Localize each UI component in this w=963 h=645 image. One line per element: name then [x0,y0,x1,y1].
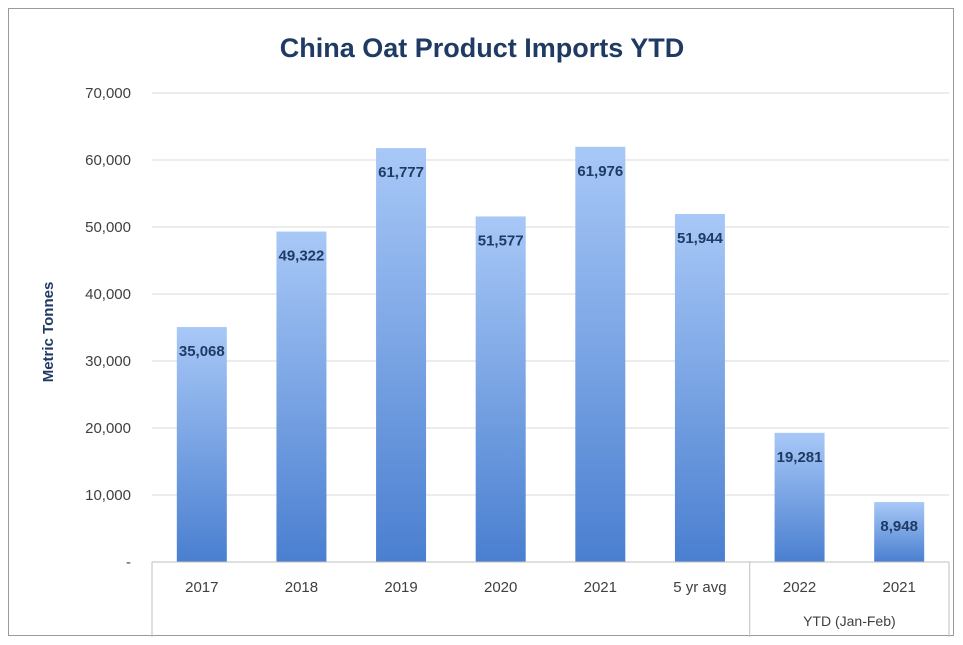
x-axis [151,561,950,637]
chart-title: China Oat Product Imports YTD [280,33,685,63]
chart-svg: China Oat Product Imports YTD Metric Ton… [40,33,950,637]
y-axis-label: Metric Tonnes [40,282,57,383]
y-tick-label: 30,000 [85,353,131,370]
y-tick-label: 50,000 [85,219,131,236]
data-labels: 35,068 49,322 61,777 51,577 61,976 51,944 19,2… [179,163,918,535]
bars [176,146,925,563]
x-tick-label: 2019 [384,579,417,596]
data-label: 19,281 [777,449,823,466]
bar [575,146,626,562]
x-tick-label: 5 yr avg [673,579,726,596]
bar [276,231,327,562]
data-label: 35,068 [179,343,225,360]
x-tick-labels: 2017 2018 2019 2020 2021 5 yr avg 2022 2021 [185,579,916,596]
bar [774,432,825,562]
y-tick-label: 70,000 [85,85,131,102]
data-label: 51,944 [677,230,724,247]
bar [376,148,427,562]
x-tick-label: 2021 [883,579,916,596]
data-label: 8,948 [880,518,918,535]
y-tick-label: 40,000 [85,286,131,303]
data-label: 49,322 [278,248,324,265]
bar [674,213,725,562]
bar [176,327,227,562]
bar [874,502,925,562]
data-label: 61,777 [378,164,424,181]
y-tick-label: 20,000 [85,420,131,437]
group-label-ytd: YTD (Jan-Feb) [803,613,896,629]
data-label: 51,577 [478,232,524,249]
y-tick-label: 60,000 [85,152,131,169]
x-tick-label: 2021 [584,579,617,596]
y-tick-label: - [126,554,131,571]
x-tick-label: 2022 [783,579,816,596]
x-tick-label: 2018 [285,579,318,596]
chart-frame: China Oat Product Imports YTD Metric Ton… [8,8,954,637]
data-label: 61,976 [577,163,623,180]
y-tick-labels: - 10,000 20,000 30,000 40,000 50,000 60,000 70,… [85,85,131,571]
x-tick-label: 2020 [484,579,517,596]
gridlines [152,92,949,496]
y-tick-label: 10,000 [85,487,131,504]
bar [475,216,526,563]
x-tick-label: 2017 [185,579,218,596]
